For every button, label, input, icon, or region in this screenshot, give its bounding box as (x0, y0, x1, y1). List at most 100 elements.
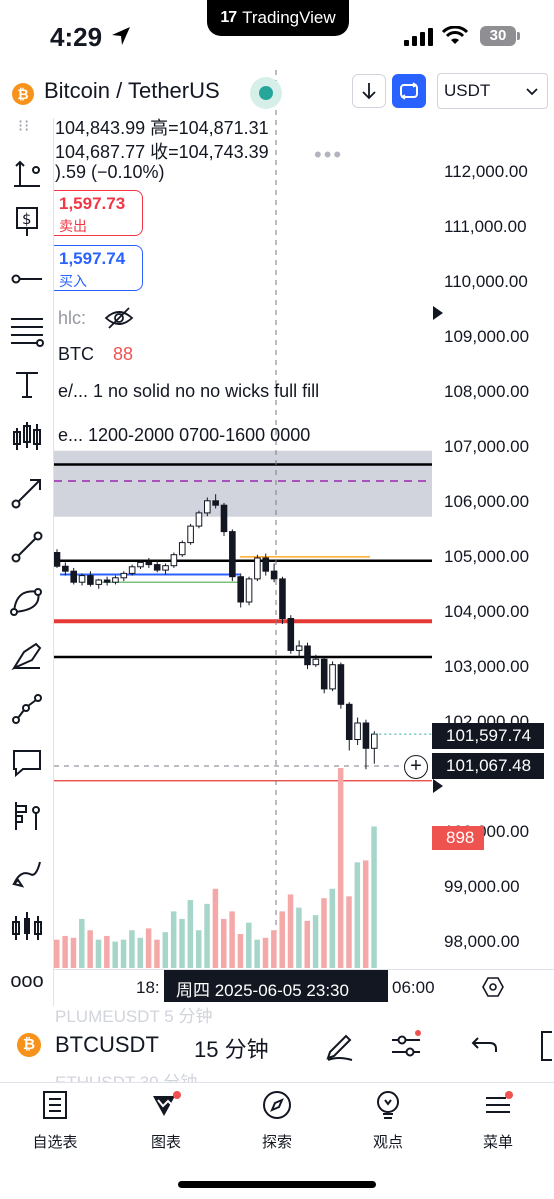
symbol-name[interactable]: BTCUSDT (55, 1032, 159, 1057)
indicator-btc[interactable]: BTC 88 (58, 344, 133, 365)
pen-tool-icon[interactable] (6, 852, 48, 894)
interval-select[interactable]: 15 分钟 (194, 1037, 269, 1062)
scroll-right-arrow-icon-2[interactable] (432, 778, 444, 794)
price-chart[interactable] (0, 62, 554, 1002)
download-button[interactable] (352, 74, 386, 108)
tab-explore[interactable]: 探索 (237, 1090, 317, 1152)
candle-body (170, 554, 178, 567)
market-open-indicator (250, 77, 282, 109)
volume-bar (145, 928, 152, 968)
candle-body (95, 579, 103, 585)
compass-icon (263, 1091, 291, 1119)
trend-line-icon[interactable] (6, 526, 48, 568)
scroll-right-arrow-icon[interactable] (432, 305, 444, 321)
tab-explore-label: 探索 (261, 1134, 292, 1151)
more-tools-icon[interactable]: ooo (10, 969, 44, 992)
volume-bar (170, 911, 177, 968)
currency-select[interactable]: USDT (437, 73, 548, 109)
crosshair-price-tag: 101,067.48 (432, 753, 544, 779)
candle-body (87, 575, 94, 585)
price-axis-label: 111,000.00 (444, 217, 527, 236)
candle-body (262, 557, 270, 572)
candle-body (312, 658, 320, 666)
buy-label: 买入 (59, 273, 87, 289)
chart-settings-icon[interactable] (482, 976, 504, 998)
volume-bar (87, 930, 93, 968)
legend-more-icon[interactable]: ••• (314, 142, 344, 167)
drawing-toolbar: ⁝⁝ $ ooo (0, 118, 54, 1006)
price-axis-label: 106,000.00 (444, 492, 530, 511)
volume-bar (354, 862, 361, 968)
volume-bar (204, 903, 210, 968)
time-label-left: 18: (136, 978, 160, 997)
drawing-pen-icon[interactable] (324, 1030, 356, 1062)
arc-tool-icon[interactable] (6, 580, 48, 622)
replay-button[interactable] (392, 74, 426, 108)
candle-body (337, 664, 345, 705)
ideas-bulb-icon (377, 1091, 399, 1119)
toolbar-drag-handle-icon[interactable]: ⁝⁝ (18, 118, 31, 135)
currency-value: USDT (444, 81, 491, 100)
brush-tool-icon[interactable] (6, 634, 48, 676)
volume-bar (254, 939, 260, 968)
volume-bar (371, 826, 377, 968)
tab-watchlist[interactable]: 自选表 (15, 1090, 95, 1152)
text-tool-icon[interactable] (6, 364, 48, 406)
candle-body (153, 564, 161, 571)
tab-ideas[interactable]: 观点 (348, 1090, 428, 1152)
comment-tool-icon[interactable] (6, 742, 48, 784)
volume-bar (221, 918, 227, 968)
volume-bar (187, 900, 194, 968)
candle-body (120, 572, 128, 579)
sell-button[interactable]: 1,597.73 卖出 (46, 190, 143, 236)
volume-bar (246, 922, 252, 968)
volume-bar (346, 896, 352, 968)
crosshair-tool-icon[interactable] (6, 152, 48, 194)
indicator-session-fill[interactable]: e/... 1 no solid no no wicks full fill (58, 381, 320, 401)
indicator-hlc[interactable]: hlc: (58, 308, 87, 328)
price-axis-label: 107,000.00 (444, 437, 530, 456)
horizontal-ray-icon[interactable] (6, 258, 48, 300)
price-tool-icon[interactable]: $ (6, 200, 48, 242)
fullscreen-icon[interactable] (536, 1030, 554, 1062)
indicator-sessions[interactable]: e... 1200-2000 0700-1600 0000 (58, 425, 311, 445)
measure-tool-icon[interactable] (6, 794, 48, 836)
indicators-sliders-icon[interactable] (390, 1030, 424, 1062)
volume-bar (229, 911, 235, 968)
volume-bar (262, 937, 269, 968)
buy-button[interactable]: 1,597.74 买入 (46, 245, 143, 291)
supply-zone (54, 450, 432, 517)
visibility-off-icon[interactable] (104, 306, 134, 330)
candle-body (254, 557, 261, 580)
volume-bar (137, 937, 143, 968)
candle-body (187, 525, 194, 544)
signal-icon (404, 28, 433, 46)
pattern-tool-icon[interactable] (6, 416, 48, 458)
volume-bar (312, 915, 319, 968)
app-pill[interactable]: 17 TradingView (207, 0, 349, 36)
volume-bar (321, 898, 327, 968)
candle-body (371, 733, 378, 749)
add-alert-plus-icon[interactable]: + (404, 755, 428, 779)
symbol-list-prev[interactable]: PLUMEUSDT 5 分钟 (55, 1007, 213, 1026)
volume-bar (162, 932, 169, 968)
arrow-tool-icon[interactable] (6, 472, 48, 514)
tab-menu[interactable]: 菜单 (458, 1090, 538, 1152)
price-axis-label: 104,000.00 (444, 602, 530, 621)
undo-icon[interactable] (470, 1030, 500, 1060)
parallel-lines-icon[interactable] (6, 310, 48, 352)
path-tool-icon[interactable] (6, 688, 48, 730)
volume-bar (154, 939, 160, 968)
menu-icon (486, 1091, 513, 1113)
time-label-right: 06:00 (392, 978, 435, 997)
candle-body (128, 566, 136, 574)
candle-pattern-icon[interactable] (6, 906, 48, 948)
price-axis-label: 103,000.00 (444, 657, 530, 676)
candle-body (279, 578, 286, 620)
watchlist-icon (43, 1091, 67, 1119)
volume-bar (287, 894, 294, 968)
price-axis-label: 99,000.00 (444, 877, 520, 896)
symbol-title[interactable]: Bitcoin / TetherUS (44, 78, 220, 103)
price-axis-label: 109,000.00 (444, 327, 530, 346)
tab-chart[interactable]: 图表 (126, 1090, 206, 1152)
